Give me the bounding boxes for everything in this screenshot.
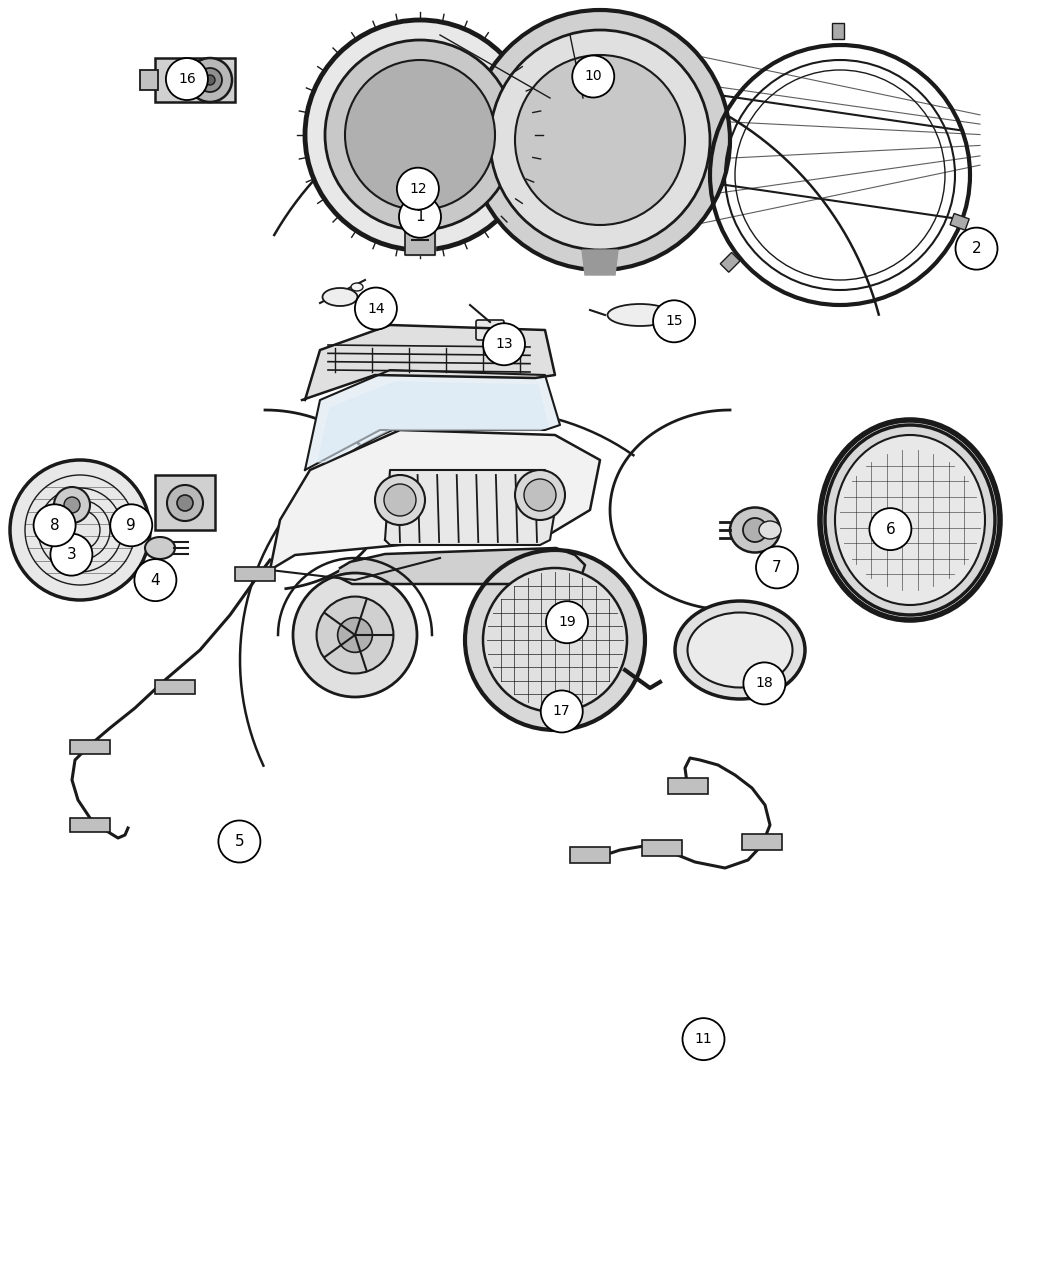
Ellipse shape bbox=[145, 537, 175, 558]
Circle shape bbox=[326, 40, 514, 230]
Circle shape bbox=[470, 10, 730, 270]
Text: 19: 19 bbox=[559, 616, 575, 629]
Text: 13: 13 bbox=[496, 338, 512, 351]
Circle shape bbox=[188, 57, 232, 102]
Circle shape bbox=[384, 484, 416, 516]
FancyBboxPatch shape bbox=[155, 476, 215, 530]
Circle shape bbox=[177, 495, 193, 511]
Circle shape bbox=[34, 505, 76, 546]
Text: 8: 8 bbox=[49, 518, 60, 533]
FancyBboxPatch shape bbox=[503, 581, 607, 612]
Circle shape bbox=[956, 228, 997, 269]
FancyBboxPatch shape bbox=[742, 834, 782, 850]
Text: 10: 10 bbox=[585, 70, 602, 83]
Text: 3: 3 bbox=[66, 547, 77, 562]
Circle shape bbox=[167, 484, 203, 521]
Text: 11: 11 bbox=[695, 1033, 712, 1045]
Polygon shape bbox=[405, 230, 435, 255]
Circle shape bbox=[293, 572, 417, 697]
Text: 12: 12 bbox=[410, 182, 426, 195]
Circle shape bbox=[869, 509, 911, 550]
Circle shape bbox=[399, 196, 441, 237]
Text: 4: 4 bbox=[150, 572, 161, 588]
FancyBboxPatch shape bbox=[476, 320, 504, 340]
FancyBboxPatch shape bbox=[70, 819, 110, 833]
Circle shape bbox=[54, 487, 90, 523]
Polygon shape bbox=[304, 370, 560, 470]
Text: 14: 14 bbox=[368, 302, 384, 315]
FancyBboxPatch shape bbox=[155, 57, 235, 102]
Circle shape bbox=[465, 550, 645, 731]
FancyBboxPatch shape bbox=[570, 847, 610, 863]
Text: 16: 16 bbox=[178, 73, 195, 85]
Circle shape bbox=[345, 60, 495, 210]
Polygon shape bbox=[270, 430, 600, 570]
Text: 15: 15 bbox=[666, 315, 683, 328]
Circle shape bbox=[375, 476, 425, 525]
Circle shape bbox=[205, 75, 215, 85]
Circle shape bbox=[316, 597, 394, 673]
Circle shape bbox=[572, 56, 614, 97]
Text: 18: 18 bbox=[756, 677, 773, 690]
Circle shape bbox=[682, 1019, 724, 1060]
Polygon shape bbox=[582, 250, 618, 275]
Polygon shape bbox=[385, 470, 555, 544]
Text: 7: 7 bbox=[772, 560, 782, 575]
Ellipse shape bbox=[351, 283, 363, 291]
Circle shape bbox=[546, 602, 588, 643]
Circle shape bbox=[218, 821, 260, 862]
Circle shape bbox=[743, 518, 766, 542]
Polygon shape bbox=[302, 325, 555, 400]
Circle shape bbox=[524, 479, 557, 511]
Text: 17: 17 bbox=[553, 705, 570, 718]
FancyBboxPatch shape bbox=[642, 840, 682, 856]
Polygon shape bbox=[318, 382, 548, 462]
Text: 9: 9 bbox=[126, 518, 136, 533]
Ellipse shape bbox=[730, 507, 780, 552]
Ellipse shape bbox=[835, 435, 985, 606]
Circle shape bbox=[134, 560, 176, 601]
Circle shape bbox=[355, 288, 397, 329]
Circle shape bbox=[483, 324, 525, 365]
Circle shape bbox=[166, 59, 208, 99]
Circle shape bbox=[490, 31, 710, 250]
FancyBboxPatch shape bbox=[140, 70, 158, 91]
Ellipse shape bbox=[675, 601, 805, 699]
Bar bbox=[950, 213, 969, 231]
Circle shape bbox=[514, 470, 565, 520]
Text: 1: 1 bbox=[415, 209, 425, 224]
Circle shape bbox=[198, 68, 222, 92]
Circle shape bbox=[483, 567, 627, 711]
Circle shape bbox=[662, 307, 678, 323]
Circle shape bbox=[514, 55, 685, 224]
Polygon shape bbox=[340, 548, 585, 584]
Circle shape bbox=[110, 505, 152, 546]
FancyBboxPatch shape bbox=[70, 740, 110, 754]
Bar bbox=[832, 23, 844, 40]
Ellipse shape bbox=[759, 521, 781, 539]
Text: 6: 6 bbox=[885, 521, 896, 537]
Ellipse shape bbox=[322, 288, 357, 306]
Ellipse shape bbox=[688, 612, 793, 687]
Circle shape bbox=[743, 663, 785, 704]
Circle shape bbox=[304, 20, 536, 250]
Circle shape bbox=[397, 168, 439, 209]
Ellipse shape bbox=[608, 303, 672, 326]
Circle shape bbox=[64, 497, 80, 513]
Circle shape bbox=[653, 301, 695, 342]
Circle shape bbox=[756, 547, 798, 588]
Text: 5: 5 bbox=[234, 834, 245, 849]
FancyBboxPatch shape bbox=[235, 567, 275, 581]
Text: 2: 2 bbox=[971, 241, 982, 256]
Bar bbox=[720, 252, 740, 273]
Circle shape bbox=[338, 617, 373, 653]
Circle shape bbox=[10, 460, 150, 601]
FancyBboxPatch shape bbox=[155, 680, 195, 694]
Circle shape bbox=[50, 534, 92, 575]
Circle shape bbox=[541, 691, 583, 732]
Ellipse shape bbox=[825, 425, 995, 615]
FancyBboxPatch shape bbox=[668, 778, 708, 794]
